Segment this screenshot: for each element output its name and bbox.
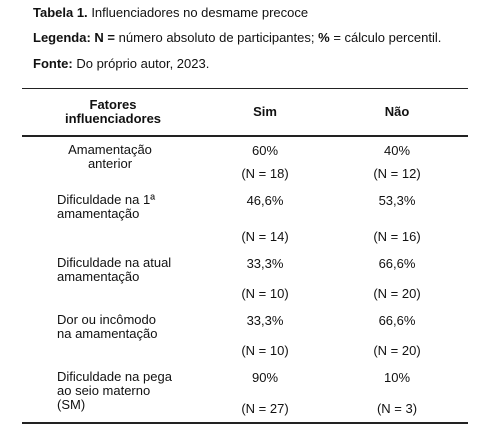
caption: Tabela 1. Influenciadores no desmame pre… xyxy=(33,5,308,20)
table-row: Dificuldade na pega ao seio materno (SM)… xyxy=(22,364,468,424)
source-label: Fonte: xyxy=(33,56,73,71)
percent-text: 10% xyxy=(383,370,411,385)
factor-text: Amamentação anterior xyxy=(68,142,152,171)
count-text: (N = 12) xyxy=(373,166,421,181)
count-text: (N = 14) xyxy=(241,229,289,244)
factor-cell: Amamentação anterior xyxy=(22,136,204,187)
percent-text: 66,6% xyxy=(378,313,416,328)
count-text: (N = 18) xyxy=(241,166,289,181)
header-cell: Sim xyxy=(204,88,326,137)
value-box: 46,6% (N = 14) xyxy=(204,187,326,250)
count-text: (N = 20) xyxy=(373,286,421,301)
value-box: 33,3% (N = 10) xyxy=(204,250,326,307)
legend-text: número absoluto de participantes; xyxy=(118,30,315,45)
value-box: 33,3% (N = 10) xyxy=(204,307,326,364)
percent-text: 66,6% xyxy=(378,256,416,271)
percent-text: 53,3% xyxy=(378,193,416,208)
count-text: (N = 10) xyxy=(241,286,289,301)
table-row: Amamentação anterior 60% (N = 18) 40% (N = 1… xyxy=(22,136,468,187)
percent-text: 90% xyxy=(251,370,279,385)
nao-cell: 53,3% (N = 16) xyxy=(326,187,468,250)
sim-cell: 33,3% (N = 10) xyxy=(204,307,326,364)
value-box: 66,6% (N = 20) xyxy=(326,250,468,307)
header-cell: Não xyxy=(326,88,468,137)
header-row: Fatores influenciadores Sim Não xyxy=(22,88,468,137)
table-row: Dificuldade na atual amamentação 33,3% (N … xyxy=(22,250,468,307)
count-text: (N = 20) xyxy=(373,343,421,358)
percent-text: 60% xyxy=(251,143,279,158)
factor-cell: Dor ou incômodo na amamentação xyxy=(22,307,204,364)
table-body: Amamentação anterior 60% (N = 18) 40% (N = 1… xyxy=(22,136,468,424)
count-text: (N = 16) xyxy=(373,229,421,244)
percent-text: 40% xyxy=(383,143,411,158)
value-box: 60% (N = 18) xyxy=(204,137,326,187)
value-box: 90% (N = 27) xyxy=(204,364,326,422)
percent-text: 46,6% xyxy=(246,193,284,208)
count-text: (N = 3) xyxy=(376,401,418,416)
factor-text: Dificuldade na 1ª amamentação xyxy=(57,192,156,221)
caption-title: Influenciadores no desmame precoce xyxy=(91,5,309,20)
legend-text: = cálculo percentil. xyxy=(333,30,442,45)
value-box: 53,3% (N = 16) xyxy=(326,187,468,250)
value-box: 10% (N = 3) xyxy=(326,364,468,422)
nao-cell: 10% (N = 3) xyxy=(326,364,468,424)
legend-key: % xyxy=(318,30,330,45)
legend-key: N = xyxy=(94,30,116,45)
source-text: Do próprio autor, 2023. xyxy=(76,56,210,71)
count-text: (N = 10) xyxy=(241,343,289,358)
factor-text: Dificuldade na pega ao seio materno (SM) xyxy=(57,369,172,412)
sim-cell: 46,6% (N = 14) xyxy=(204,187,326,250)
sim-cell: 60% (N = 18) xyxy=(204,136,326,187)
factor-text: Dor ou incômodo na amamentação xyxy=(57,312,158,341)
percent-text: 33,3% xyxy=(246,256,284,271)
factor-cell: Dificuldade na pega ao seio materno (SM) xyxy=(22,364,204,424)
source: Fonte: Do próprio autor, 2023. xyxy=(33,56,209,71)
count-text: (N = 27) xyxy=(241,401,289,416)
caption-label: Tabela 1. xyxy=(33,5,88,20)
nao-cell: 66,6% (N = 20) xyxy=(326,307,468,364)
legend: Legenda: N = número absoluto de particip… xyxy=(33,30,441,45)
header-cell: Fatores influenciadores xyxy=(22,88,204,137)
nao-cell: 66,6% (N = 20) xyxy=(326,250,468,307)
value-box: 40% (N = 12) xyxy=(326,137,468,187)
table: Fatores influenciadores Sim Não Amamenta… xyxy=(22,88,468,424)
sim-cell: 90% (N = 27) xyxy=(204,364,326,424)
factor-cell: Dificuldade na 1ª amamentação xyxy=(22,187,204,250)
factor-cell: Dificuldade na atual amamentação xyxy=(22,250,204,307)
sim-cell: 33,3% (N = 10) xyxy=(204,250,326,307)
value-box: 66,6% (N = 20) xyxy=(326,307,468,364)
percent-text: 33,3% xyxy=(246,313,284,328)
header-text: Fatores influenciadores xyxy=(64,97,162,126)
legend-label: Legenda: xyxy=(33,30,91,45)
factor-text: Dificuldade na atual amamentação xyxy=(57,255,172,284)
nao-cell: 40% (N = 12) xyxy=(326,136,468,187)
table-row: Dificuldade na 1ª amamentação 46,6% (N = 1… xyxy=(22,187,468,250)
table-row: Dor ou incômodo na amamentação 33,3% (N = … xyxy=(22,307,468,364)
